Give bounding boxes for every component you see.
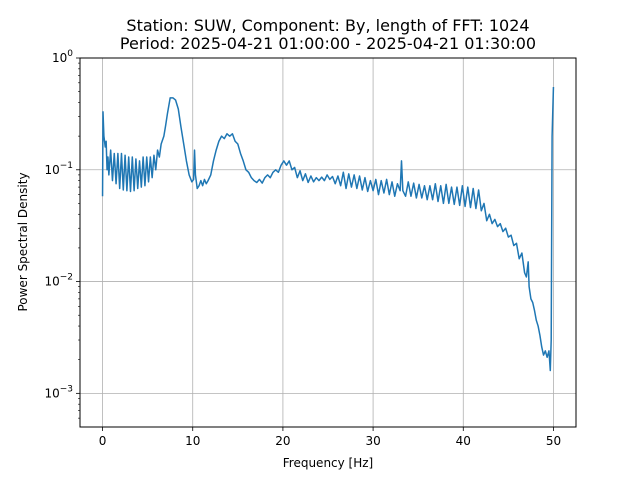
x-tick-label-1: 10 — [185, 434, 200, 448]
axis-ticks: 0 10 20 30 40 50 10−3 10−2 10−1 100 — [44, 49, 561, 448]
chart-title-line2: Period: 2025-04-21 01:00:00 - 2025-04-21… — [120, 34, 536, 53]
y-tick-label-2: 10−1 — [44, 161, 73, 177]
x-tick-label-5: 50 — [546, 434, 561, 448]
y-tick-label-3: 100 — [52, 49, 73, 65]
x-tick-label-4: 40 — [456, 434, 471, 448]
x-tick-label-2: 20 — [275, 434, 290, 448]
plot-frame — [79, 57, 577, 428]
x-axis-label: Frequency [Hz] — [283, 456, 374, 470]
plot-area — [101, 86, 555, 372]
psd-series-line-0 — [101, 86, 555, 372]
y-axis-label: Power Spectral Density — [16, 172, 30, 311]
chart-title-line1: Station: SUW, Component: By, length of F… — [126, 16, 529, 35]
y-tick-label-0: 10−3 — [44, 384, 73, 400]
x-tick-label-0: 0 — [99, 434, 107, 448]
x-tick-label-3: 30 — [365, 434, 380, 448]
y-tick-label-1: 10−2 — [44, 273, 73, 289]
